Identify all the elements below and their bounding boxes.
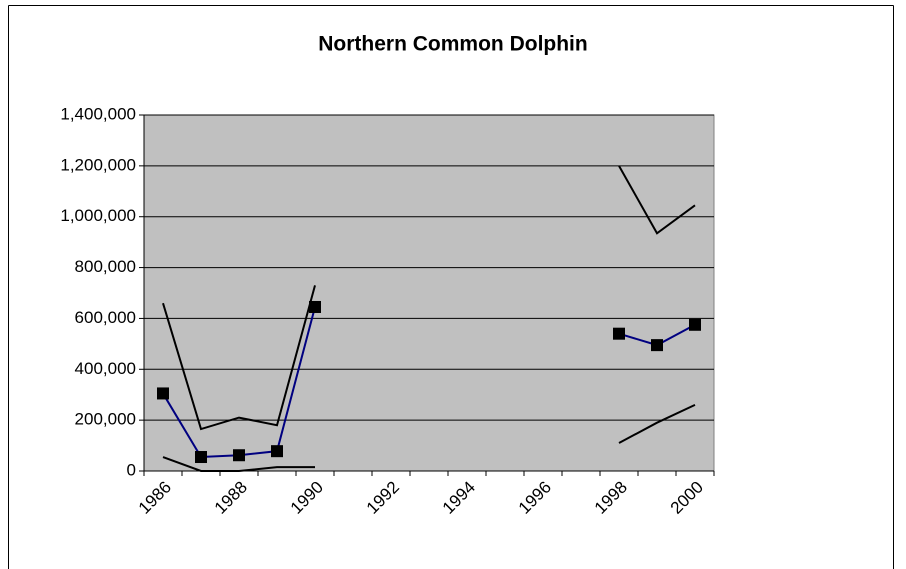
y-tick-label: 800,000 xyxy=(75,257,136,276)
marker xyxy=(689,318,701,331)
chart-title: Northern Common Dolphin xyxy=(318,33,587,56)
marker xyxy=(271,445,283,458)
x-tick-label: 1986 xyxy=(135,478,175,518)
y-tick-label: 1,000,000 xyxy=(60,206,136,225)
plot-area xyxy=(143,114,715,472)
x-tick-label: 1996 xyxy=(515,478,555,518)
y-tick-label: 1,400,000 xyxy=(60,104,136,123)
marker xyxy=(195,451,207,464)
x-tick-label: 1998 xyxy=(591,478,631,518)
y-tick-label: 0 xyxy=(127,460,136,479)
marker xyxy=(651,339,663,352)
y-tick-label: 200,000 xyxy=(75,410,136,429)
marker xyxy=(613,327,625,340)
y-tick-label: 600,000 xyxy=(75,308,136,327)
series-line xyxy=(162,165,696,431)
x-tick-label: 1988 xyxy=(211,478,251,518)
x-tick-label: 1992 xyxy=(363,478,403,518)
y-tick-label: 400,000 xyxy=(75,359,136,378)
marker xyxy=(233,449,245,462)
marker xyxy=(157,387,169,400)
marker xyxy=(309,300,321,313)
series-line xyxy=(162,403,696,472)
x-tick-label: 1990 xyxy=(287,478,327,518)
y-tick-label: 1,200,000 xyxy=(60,155,136,174)
x-tick-label: 2000 xyxy=(667,478,707,518)
x-tick-label: 1994 xyxy=(439,478,479,518)
